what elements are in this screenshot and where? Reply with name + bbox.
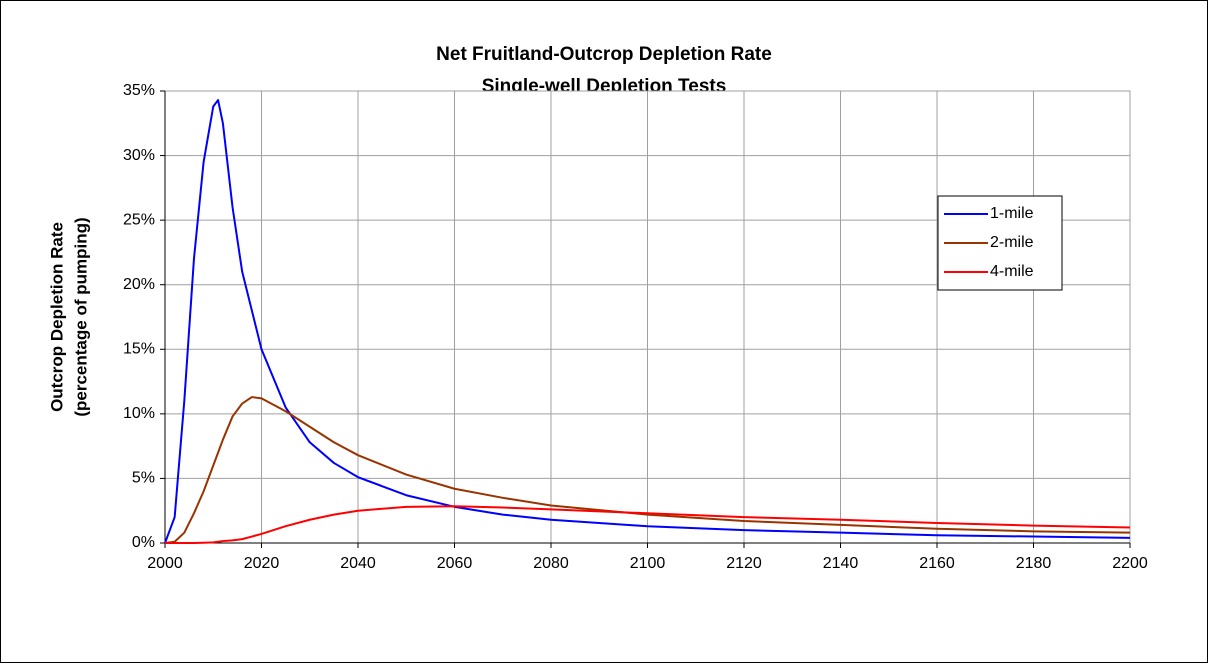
- x-tick-label: 2040: [340, 555, 376, 572]
- x-tick-label: 2100: [630, 555, 666, 572]
- y-axis-label: (percentage of pumping): [71, 217, 90, 416]
- y-tick-label: 25%: [123, 211, 155, 228]
- y-tick-label: 35%: [123, 82, 155, 99]
- series-line: [164, 396, 1131, 544]
- x-tick-label: 2000: [147, 555, 183, 572]
- series-line: [165, 505, 1131, 544]
- y-tick-label: 0%: [132, 534, 155, 551]
- x-tick-label: 2160: [919, 555, 955, 572]
- x-tick-label: 2120: [726, 555, 762, 572]
- y-tick-label: 15%: [123, 341, 155, 358]
- y-axis-label: Outcrop Depletion Rate: [47, 222, 66, 412]
- x-tick-label: 2180: [1016, 555, 1052, 572]
- series-line: [164, 99, 1131, 544]
- y-tick-label: 5%: [132, 470, 155, 487]
- legend-label: 1-mile: [990, 205, 1034, 222]
- x-tick-label: 2200: [1112, 555, 1148, 572]
- y-tick-label: 10%: [123, 405, 155, 422]
- x-tick-label: 2060: [437, 555, 473, 572]
- y-tick-label: 20%: [123, 276, 155, 293]
- chart-title: Net Fruitland-Outcrop Depletion Rate: [436, 44, 772, 65]
- x-tick-label: 2140: [823, 555, 859, 572]
- x-tick-label: 2080: [533, 555, 569, 572]
- y-tick-label: 30%: [123, 147, 155, 164]
- legend-label: 4-mile: [990, 263, 1034, 280]
- x-tick-label: 2020: [244, 555, 280, 572]
- legend-label: 2-mile: [990, 234, 1034, 251]
